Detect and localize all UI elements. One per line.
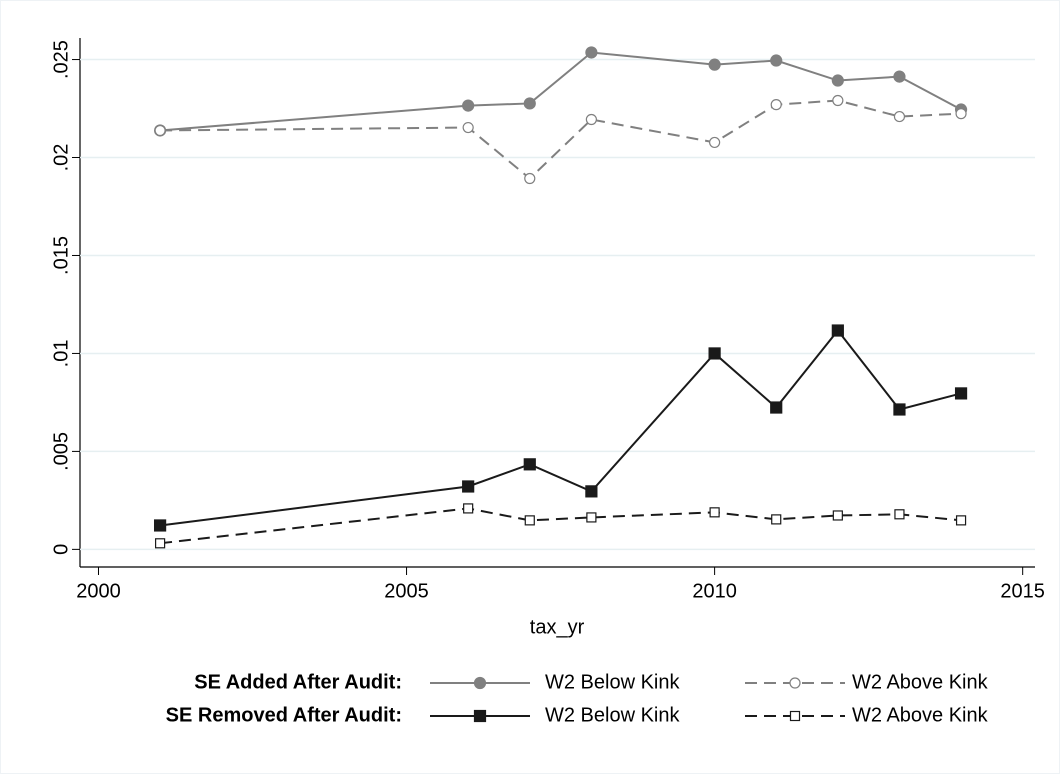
marker — [709, 507, 720, 518]
marker — [831, 324, 844, 337]
marker — [523, 458, 536, 471]
marker — [154, 538, 166, 549]
marker — [955, 515, 967, 526]
marker — [524, 172, 536, 185]
marker — [894, 509, 905, 520]
legend-group-label: SE Added After Audit: — [194, 671, 402, 693]
marker — [893, 70, 906, 83]
y-tick-label: .005 — [50, 432, 72, 471]
marker — [463, 503, 474, 514]
marker — [462, 480, 475, 493]
marker — [462, 121, 474, 134]
marker — [893, 403, 906, 416]
marker — [709, 136, 721, 149]
y-tick-label: .02 — [50, 144, 72, 172]
x-axis-label: tax_yr — [530, 616, 585, 638]
marker — [523, 97, 536, 110]
marker — [154, 124, 166, 137]
x-tick-label: 2015 — [1000, 580, 1045, 602]
marker — [789, 710, 801, 722]
marker — [832, 94, 844, 107]
marker — [585, 113, 597, 126]
marker — [585, 485, 598, 498]
x-tick-label: 2005 — [384, 580, 429, 602]
x-tick-label: 2000 — [76, 580, 121, 602]
marker — [770, 99, 782, 111]
y-tick-label: .025 — [50, 40, 72, 79]
legend-label: W2 Below Kink — [545, 671, 680, 693]
y-tick-label: 0 — [50, 544, 72, 555]
marker — [524, 515, 535, 526]
marker — [770, 401, 783, 414]
marker — [585, 46, 598, 59]
marker — [153, 519, 167, 532]
legend-label: W2 Above Kink — [852, 671, 989, 693]
y-tick-label: .015 — [50, 236, 72, 275]
marker — [770, 54, 783, 67]
marker — [586, 512, 597, 523]
marker — [462, 99, 475, 112]
legend-label: W2 Above Kink — [852, 704, 989, 726]
marker — [955, 108, 967, 120]
x-tick-label: 2010 — [692, 580, 737, 602]
marker — [832, 510, 843, 521]
marker — [789, 677, 801, 689]
legend-label: W2 Below Kink — [545, 704, 680, 726]
y-tick-label: .01 — [50, 340, 72, 368]
marker — [831, 74, 844, 87]
marker — [954, 387, 968, 400]
marker — [771, 514, 782, 525]
marker — [708, 347, 721, 360]
marker — [708, 58, 721, 71]
marker — [473, 709, 487, 723]
marker — [473, 676, 487, 690]
legend-group-label: SE Removed After Audit: — [166, 704, 402, 726]
marker — [893, 110, 906, 123]
